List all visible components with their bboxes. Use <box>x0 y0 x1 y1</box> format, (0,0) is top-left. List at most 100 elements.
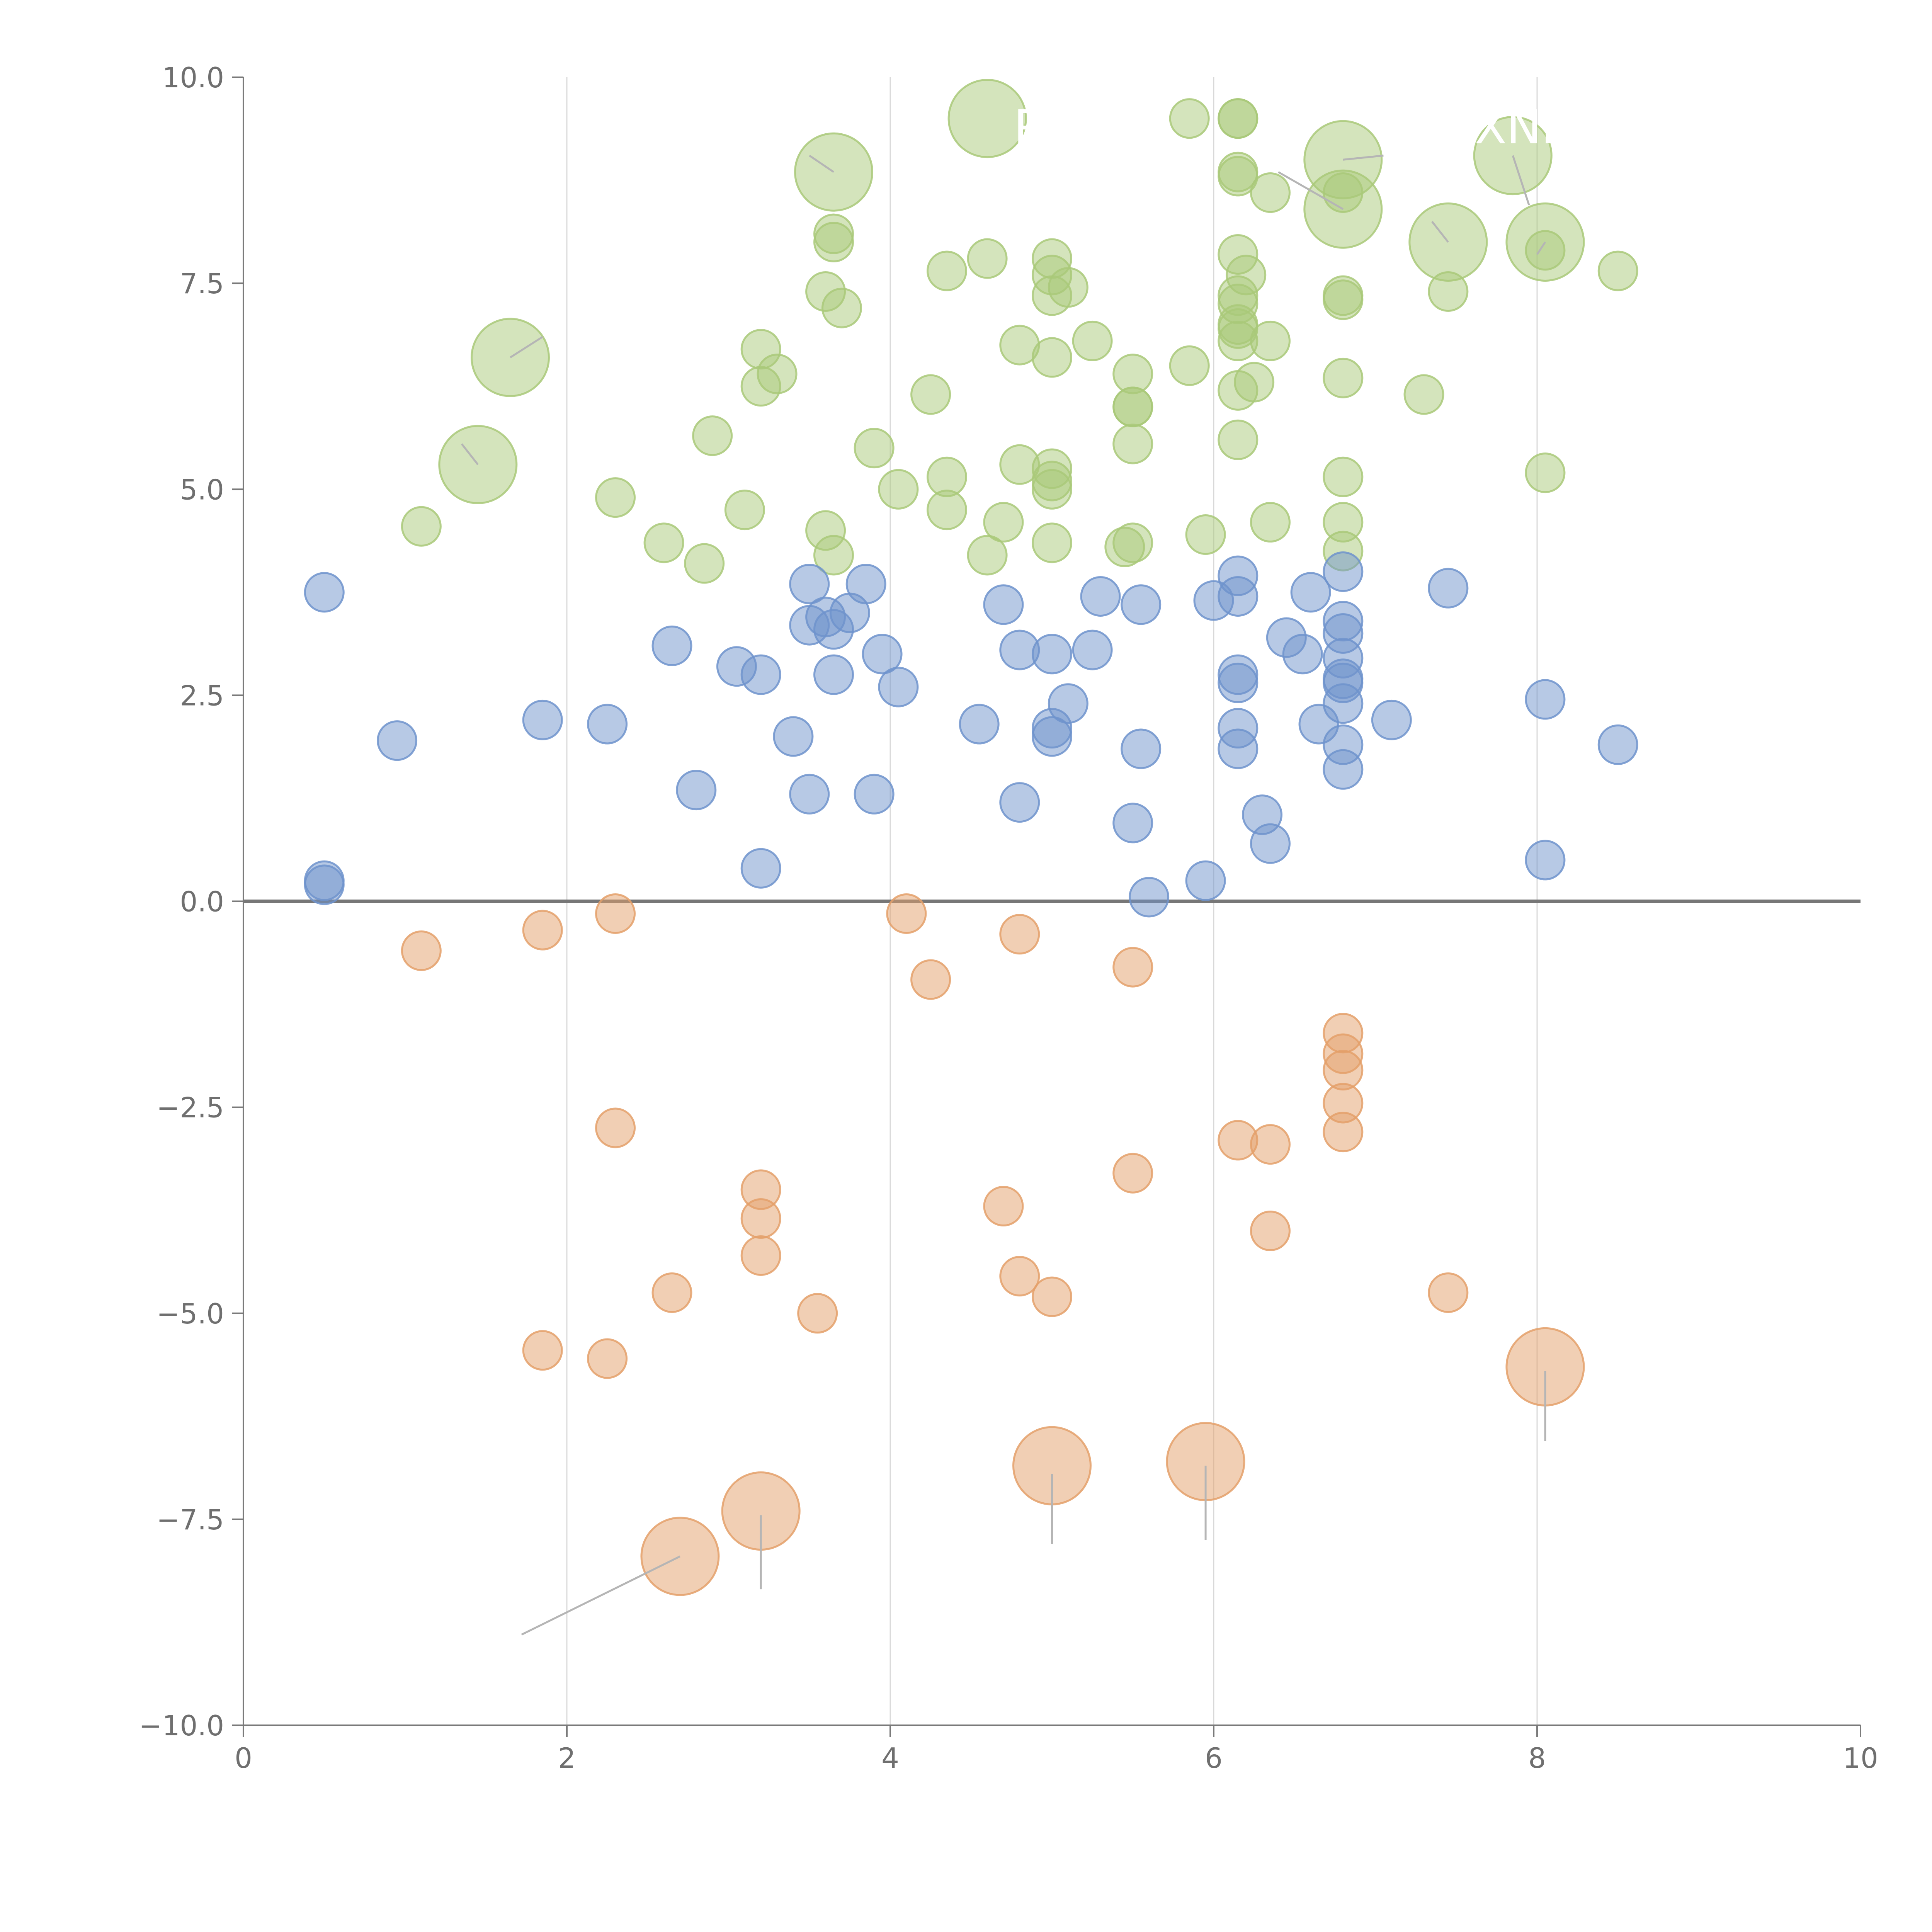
green-point <box>1218 419 1259 460</box>
blue-point <box>676 770 717 811</box>
annotation-labels: PC XNL <box>1014 101 1567 155</box>
orange-point <box>740 1198 781 1239</box>
blue-point <box>773 716 814 757</box>
leader-line <box>1278 171 1344 210</box>
leader-line <box>809 155 834 173</box>
green-point <box>1218 98 1259 139</box>
blue-point <box>587 704 628 745</box>
blue-point <box>1323 683 1364 724</box>
blue-point <box>1218 728 1259 769</box>
blue-point <box>1525 679 1566 720</box>
green-point <box>595 477 636 518</box>
leader-line <box>1431 221 1449 243</box>
green-point <box>724 490 765 531</box>
green-point <box>926 490 967 531</box>
green-point <box>1250 320 1291 361</box>
blue-point <box>304 572 345 613</box>
blue-point <box>1032 634 1072 675</box>
y-tick-label: −2.5 <box>156 1092 224 1124</box>
green-point <box>1112 522 1153 563</box>
blue-point <box>1250 823 1291 864</box>
blue-point <box>522 699 563 740</box>
orange-point <box>595 893 636 934</box>
green-point <box>967 238 1008 279</box>
orange-point <box>999 1256 1040 1297</box>
blue-point <box>845 563 886 604</box>
green-point <box>983 502 1024 543</box>
x-tick-label: 8 <box>1528 1742 1546 1774</box>
leader-line <box>1536 242 1546 255</box>
green-point <box>1032 337 1072 378</box>
green-point <box>926 250 967 291</box>
blue-point <box>1121 584 1162 625</box>
green-point <box>643 522 684 563</box>
y-tick-label: 5.0 <box>180 473 224 506</box>
blue-point <box>1290 572 1331 613</box>
blue-point <box>983 584 1024 625</box>
blue-point <box>1218 662 1259 703</box>
blue-point <box>1129 877 1170 918</box>
green-point <box>692 415 733 456</box>
blue-point <box>1048 683 1088 724</box>
y-tick-label: −10.0 <box>139 1709 224 1742</box>
annotation-label: PC <box>1014 101 1074 155</box>
green-point <box>1323 456 1364 497</box>
blue-point <box>1371 699 1412 740</box>
orange-point <box>587 1338 628 1379</box>
blue-point <box>1323 551 1364 592</box>
orange-point <box>1032 1276 1072 1317</box>
green-point <box>1169 98 1210 139</box>
leader-line <box>1512 155 1530 206</box>
blue-point <box>1597 724 1638 765</box>
green-point <box>1250 172 1291 213</box>
axes: 0 2 4 6 8 10 10.0 7.5 5.0 2.5 0.0 −2.5 −5.0 −7.5 −10.0 <box>139 61 1878 1774</box>
green-point <box>1112 386 1153 427</box>
blue-point <box>1185 860 1226 901</box>
large-green-bubble <box>947 79 1027 158</box>
blue-point <box>959 704 1000 745</box>
green-point <box>1185 514 1226 555</box>
blue-point <box>740 848 781 889</box>
blue-point <box>1428 568 1469 609</box>
orange-point <box>797 1293 838 1334</box>
blue-point <box>1072 629 1113 670</box>
green-point <box>813 535 854 576</box>
blue-point <box>1323 749 1364 790</box>
orange-point <box>522 1330 563 1371</box>
green-point <box>1323 357 1364 398</box>
green-point <box>1032 522 1072 563</box>
blue-point <box>1121 728 1162 769</box>
orange-point <box>651 1272 692 1313</box>
y-tick-label: −5.0 <box>156 1298 224 1330</box>
green-point <box>1032 461 1072 502</box>
blue-point <box>854 774 895 815</box>
green-point <box>1218 156 1259 197</box>
orange-point <box>1428 1272 1469 1313</box>
y-tick-label: 0.0 <box>180 886 224 918</box>
orange-point <box>1250 1211 1291 1251</box>
blue-point <box>1282 634 1323 675</box>
leader-line <box>521 1555 681 1636</box>
green-point <box>854 428 895 469</box>
green-point <box>910 374 951 415</box>
blue-point <box>1080 576 1121 617</box>
blue-point <box>999 782 1040 823</box>
leader-line <box>461 443 479 465</box>
orange-point <box>983 1186 1024 1227</box>
green-point <box>1226 255 1267 296</box>
green-point <box>1250 502 1291 543</box>
blue-point <box>740 654 781 695</box>
orange-point <box>1112 1153 1153 1194</box>
green-point <box>967 535 1008 576</box>
x-tick-label: 2 <box>558 1742 576 1774</box>
orange-point <box>886 893 927 934</box>
blue-point <box>1112 803 1153 844</box>
green-point <box>1525 452 1566 493</box>
green-point <box>1112 423 1153 464</box>
green-point <box>1048 267 1088 308</box>
large-green-bubble <box>471 318 550 397</box>
x-tick-label: 10 <box>1843 1742 1878 1774</box>
green-point <box>1234 362 1275 403</box>
